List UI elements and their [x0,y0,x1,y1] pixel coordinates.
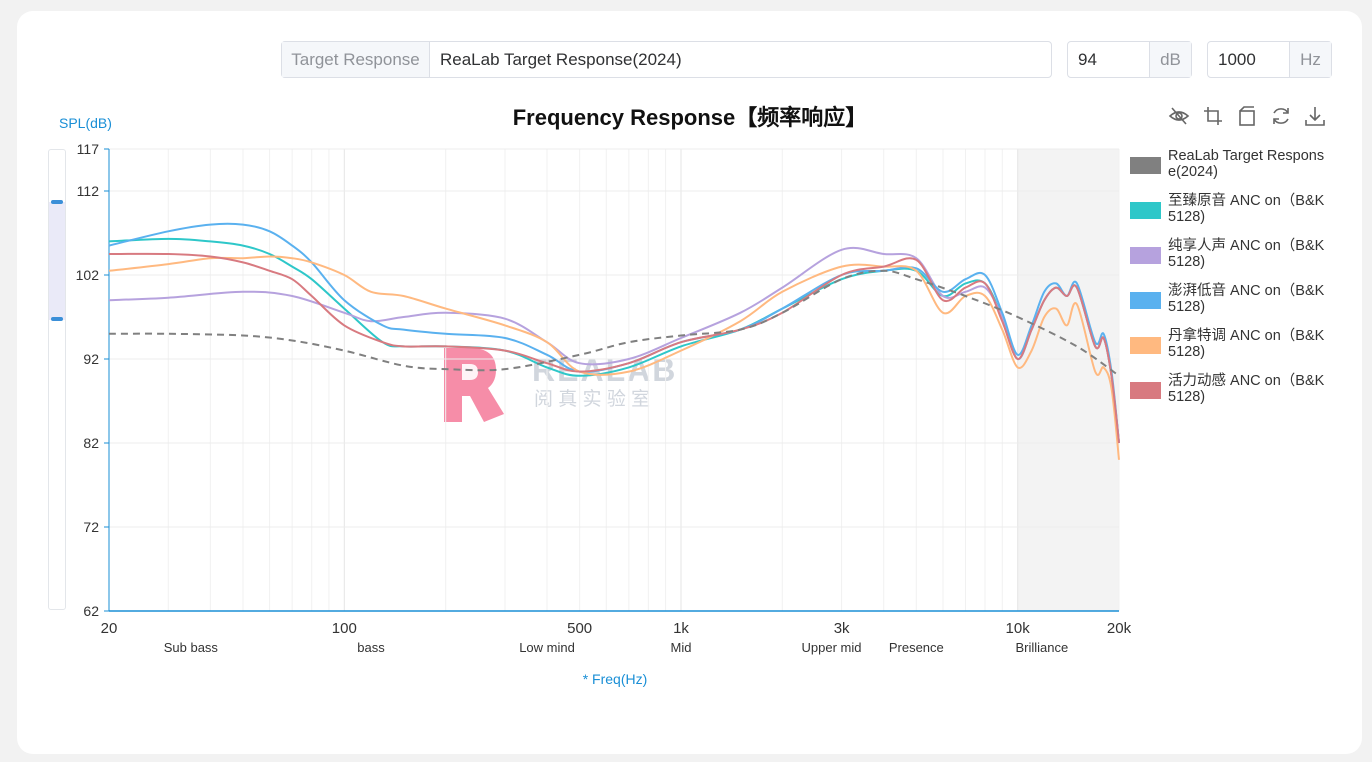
legend-label: ReaLab Target Response(2024) [1168,148,1325,180]
legend-swatch [1130,292,1161,309]
band-label: Low mind [519,640,575,655]
x-tick-label: 20 [101,620,118,637]
legend-item[interactable]: 澎湃低音 ANC on（B&K 5128) [1130,283,1335,328]
hz-unit: Hz [1289,42,1331,77]
x-tick-label: 1k [673,620,689,637]
series-line-2[interactable] [108,237,1120,444]
x-tick-label: 20k [1107,620,1132,637]
x-tick-label: 10k [1006,620,1031,637]
legend-item[interactable]: 活力动感 ANC on（B&K 5128) [1130,373,1335,418]
watermark-subtext: 阅 真 实 验 室 [534,389,651,410]
refresh-icon[interactable] [1270,105,1292,127]
legend-label: 活力动感 ANC on（B&K 5128) [1168,373,1325,405]
crop-icon[interactable] [1202,105,1224,127]
x-axis-label: * Freq(Hz) [582,671,648,687]
legend-item[interactable]: 纯享人声 ANC on（B&K 5128) [1130,238,1335,283]
legend-label: 丹拿特调 ANC on（B&K 5128) [1168,328,1325,360]
legend-label: 澎湃低音 ANC on（B&K 5128) [1168,283,1325,315]
legend-swatch [1130,157,1161,174]
band-label: Mid [671,640,692,655]
chart-title: Frequency Response【频率响应】 [512,105,868,130]
x-tick-label: 100 [332,620,357,637]
legend-swatch [1130,382,1161,399]
band-label: Sub bass [164,640,219,655]
legend-label: 纯享人声 ANC on（B&K 5128) [1168,238,1325,270]
y-tick-label: 62 [83,603,99,619]
series-line-5[interactable] [108,255,1120,460]
slider-handle-top[interactable] [51,200,63,204]
download-icon[interactable] [1304,105,1326,127]
db-unit: dB [1149,42,1191,77]
watermark-logo [444,348,504,422]
series-line-4[interactable] [108,222,1120,444]
db-input[interactable]: 94 dB [1067,41,1192,78]
legend-item[interactable]: 丹拿特调 ANC on（B&K 5128) [1130,328,1335,373]
y-tick-label: 82 [83,435,99,451]
x-tick-label: 500 [567,620,592,637]
y-tick-label: 72 [83,519,99,535]
y-tick-label: 112 [77,183,100,199]
x-tick-label: 3k [834,620,850,637]
legend-swatch [1130,247,1161,264]
y-tick-label: 102 [76,267,100,283]
target-label: Target Response [282,42,430,77]
chart-toolbox [1168,105,1326,127]
hz-value: 1000 [1218,49,1256,69]
hz-input[interactable]: 1000 Hz [1207,41,1332,78]
y-tick-label: 92 [83,351,99,367]
y-zoom-slider[interactable] [48,149,66,610]
target-select[interactable]: Target Response ReaLab Target Response(2… [281,41,1052,78]
brilliance-shade [1017,149,1119,611]
db-value: 94 [1078,49,1097,69]
band-label: Upper mid [802,640,862,655]
eye-off-icon[interactable] [1168,105,1190,127]
legend: ReaLab Target Response(2024) 至臻原音 ANC on（… [1130,148,1335,418]
crop-reset-icon[interactable] [1236,105,1258,127]
y-tick-label: 117 [77,141,100,157]
series-line-1[interactable] [108,269,1120,377]
legend-item[interactable]: 至臻原音 ANC on（B&K 5128) [1130,193,1335,238]
legend-label: 至臻原音 ANC on（B&K 5128) [1168,193,1325,225]
band-label: bass [357,640,385,655]
slider-range[interactable] [49,202,65,320]
y-axis-label: SPL(dB) [59,115,112,131]
legend-swatch [1130,337,1161,354]
legend-swatch [1130,202,1161,219]
target-value: ReaLab Target Response(2024) [440,49,682,69]
band-label: Presence [889,640,944,655]
band-label: Brilliance [1015,640,1068,655]
legend-item[interactable]: ReaLab Target Response(2024) [1130,148,1335,193]
series-line-6[interactable] [108,252,1120,444]
slider-handle-bottom[interactable] [51,317,63,321]
